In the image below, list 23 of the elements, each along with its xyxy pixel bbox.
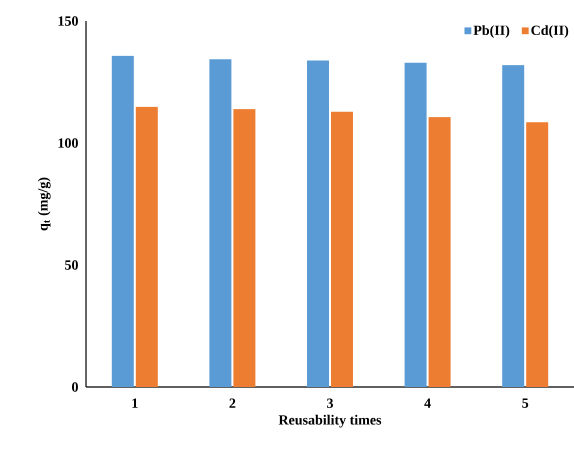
x-axis-title: Reusability times: [278, 414, 382, 428]
legend-label: Pb(II): [474, 25, 510, 38]
bar: [428, 117, 451, 387]
bar: [233, 109, 256, 387]
x-tick-label: 1: [132, 398, 138, 408]
bar: [404, 62, 427, 387]
bar: [526, 122, 548, 387]
bar: [502, 65, 524, 387]
bar: [112, 56, 134, 387]
y-tick-label: 0: [72, 382, 78, 392]
x-tick-label: 5: [522, 398, 528, 408]
x-tick-label: 3: [327, 398, 334, 408]
bar: [307, 60, 329, 387]
x-tick-label: 4: [424, 398, 431, 408]
legend-label: Cd(II): [531, 25, 568, 38]
y-axis-title: q$_{t}$ (mg/g): [38, 178, 51, 230]
y-tick-label: 50: [65, 260, 78, 270]
bar: [136, 106, 158, 387]
x-tick-label: 2: [229, 398, 236, 408]
y-tick-label: 100: [58, 138, 78, 148]
y-tick-label: 150: [58, 16, 78, 26]
bar: [331, 112, 353, 387]
bar: [209, 59, 232, 387]
